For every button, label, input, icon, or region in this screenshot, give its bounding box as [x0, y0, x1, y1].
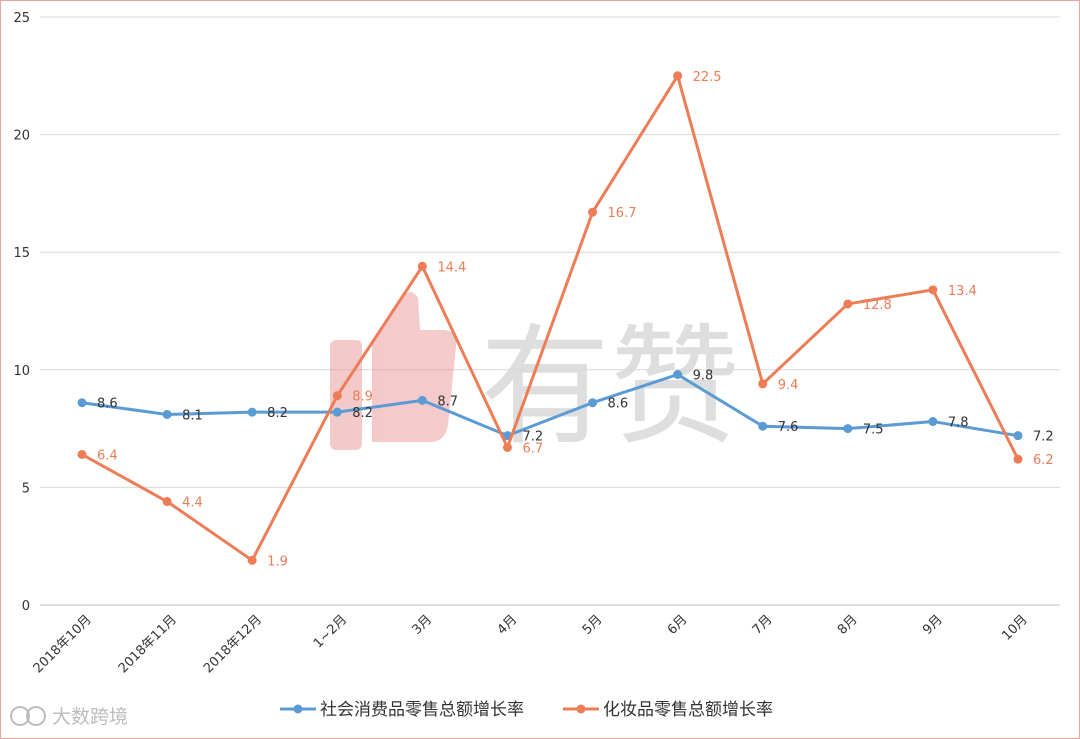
data-point[interactable] [588, 207, 598, 217]
data-label: 6.7 [522, 441, 543, 456]
y-tick-label: 20 [13, 129, 30, 144]
data-point[interactable] [673, 71, 683, 81]
data-label: 7.5 [863, 423, 884, 438]
data-point[interactable] [502, 442, 512, 452]
data-label: 9.4 [778, 378, 799, 393]
data-label: 4.4 [182, 496, 203, 511]
data-point[interactable] [758, 421, 768, 431]
data-point[interactable] [332, 391, 342, 401]
series-layer [77, 71, 1023, 565]
data-point[interactable] [673, 370, 683, 380]
x-tick-label: 6月 [665, 612, 691, 638]
data-label: 8.1 [182, 408, 203, 423]
x-tick-label: 7月 [750, 612, 776, 638]
data-label: 7.8 [948, 416, 969, 431]
thumbs-up-icon [330, 291, 457, 450]
data-labels: 8.6 8.1 8.2 8.2 8.7 7.2 8.6 9.8 7.6 7.5 7.8 7.2 6.4 4… [97, 70, 1054, 570]
data-label: 16.7 [608, 206, 637, 221]
data-point[interactable] [928, 285, 938, 295]
legend-item-series-2[interactable]: 化妆品零售总额增长率 [563, 700, 773, 720]
data-point[interactable] [1013, 431, 1023, 441]
corner-logo: 大数跨境 [10, 706, 128, 728]
data-point[interactable] [162, 497, 172, 507]
y-tick-label: 25 [13, 11, 30, 26]
x-tick-label: 1~2月 [311, 612, 350, 651]
y-tick-label: 15 [13, 246, 30, 261]
legend-swatch-marker [293, 704, 303, 714]
data-point[interactable] [417, 395, 427, 405]
data-point[interactable] [417, 261, 427, 271]
data-point[interactable] [758, 379, 768, 389]
data-label: 8.2 [352, 406, 373, 421]
y-tick-label: 0 [22, 599, 30, 614]
data-point[interactable] [843, 299, 853, 309]
legend-label: 社会消费品零售总额增长率 [320, 700, 524, 720]
data-label: 8.7 [437, 394, 458, 409]
legend-item-series-1[interactable]: 社会消费品零售总额增长率 [280, 700, 524, 720]
data-label: 8.6 [97, 397, 118, 412]
data-point[interactable] [77, 398, 87, 408]
data-label: 9.8 [693, 369, 714, 384]
data-point[interactable] [1013, 454, 1023, 464]
data-point[interactable] [332, 407, 342, 417]
data-point[interactable] [928, 417, 938, 427]
data-label: 12.8 [863, 298, 892, 313]
series-1 [77, 370, 1023, 441]
grid-lines [40, 16, 1060, 606]
y-tick-label: 5 [22, 481, 30, 496]
logo-icon [10, 706, 46, 726]
logo-text: 大数跨境 [52, 706, 128, 728]
x-axis-ticks: 2018年10月 2018年11月 2018年12月 1~2月 3月 4月 5月 6月 7月 8月… [31, 612, 1031, 676]
data-point[interactable] [843, 424, 853, 434]
x-tick-label: 2018年10月 [31, 612, 95, 676]
data-label: 22.5 [693, 70, 722, 85]
data-point[interactable] [247, 555, 257, 565]
x-tick-label: 2018年11月 [116, 612, 180, 676]
series-line [81, 74, 1020, 562]
series-line [81, 373, 1019, 438]
data-point[interactable] [77, 449, 87, 459]
data-label: 14.4 [437, 260, 466, 275]
data-label: 1.9 [267, 554, 288, 569]
data-label: 13.4 [948, 284, 977, 299]
x-tick-label: 10月 [999, 612, 1030, 643]
x-tick-label: 2018年12月 [201, 612, 265, 676]
x-tick-label: 9月 [920, 612, 946, 638]
data-point[interactable] [588, 398, 598, 408]
data-label: 7.2 [522, 430, 543, 445]
data-label: 6.2 [1033, 453, 1054, 468]
x-tick-label: 4月 [495, 612, 521, 638]
legend-swatch-marker [576, 704, 586, 714]
data-label: 8.2 [267, 406, 288, 421]
data-label: 8.6 [608, 397, 629, 412]
x-tick-label: 8月 [835, 612, 861, 638]
y-axis-ticks: 0 5 10 15 20 25 [13, 11, 30, 614]
y-tick-label: 10 [13, 364, 30, 379]
data-label: 7.6 [778, 420, 799, 435]
x-tick-label: 3月 [410, 612, 436, 638]
legend-label: 化妆品零售总额增长率 [603, 700, 773, 720]
x-tick-label: 5月 [580, 612, 606, 638]
data-label: 6.4 [97, 448, 118, 463]
data-point[interactable] [247, 407, 257, 417]
data-label: 8.9 [352, 390, 373, 405]
legend: 社会消费品零售总额增长率 化妆品零售总额增长率 [280, 700, 773, 720]
data-label: 7.2 [1033, 430, 1054, 445]
data-point[interactable] [162, 409, 172, 419]
series-2 [77, 71, 1023, 565]
